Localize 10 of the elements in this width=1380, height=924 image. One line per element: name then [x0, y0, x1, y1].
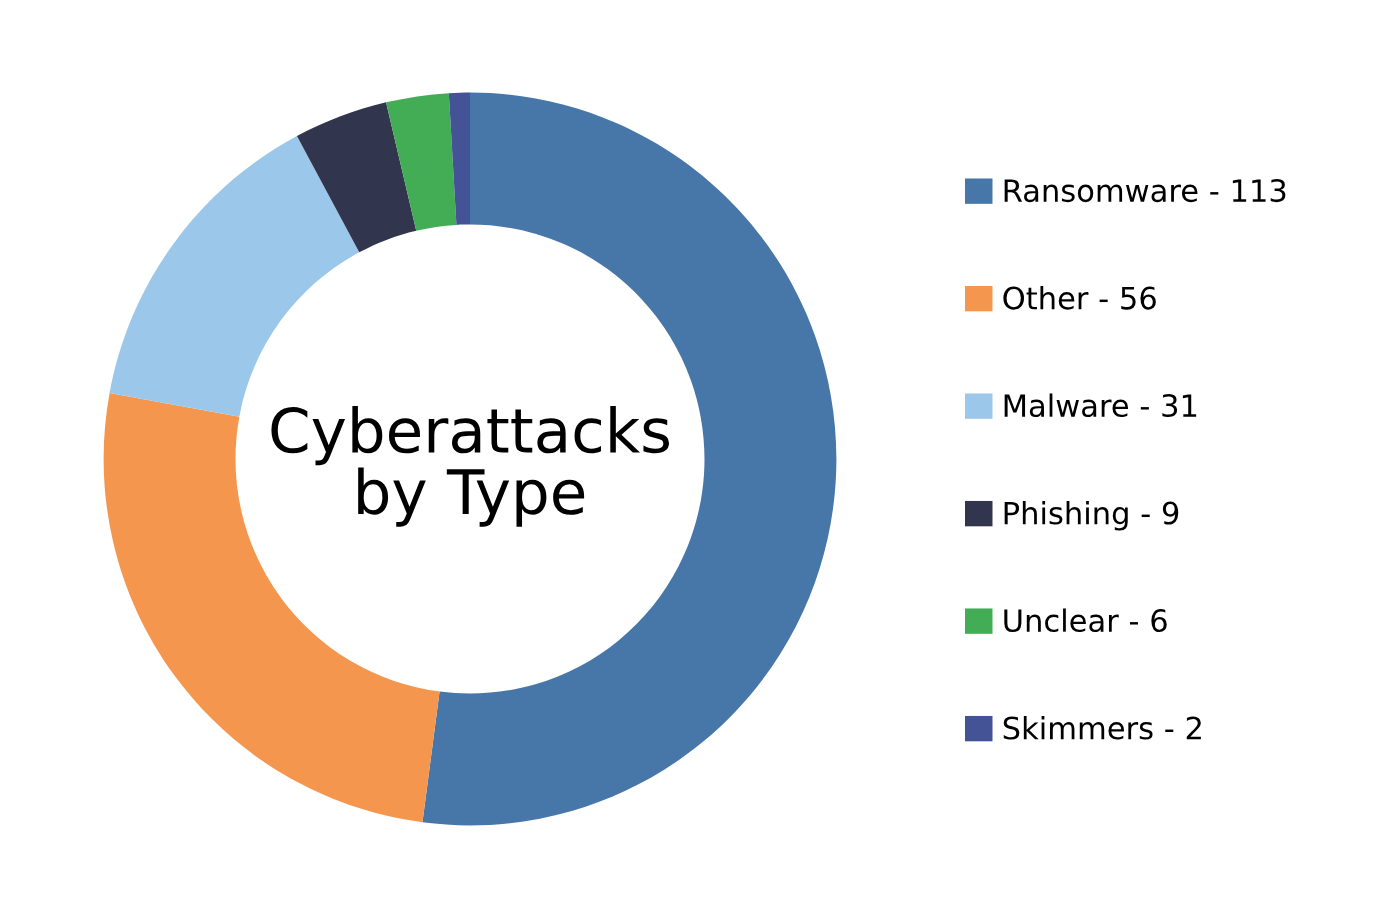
- legend-label: Skimmers - 2: [1003, 715, 1201, 740]
- legend-label: Unclear - 6: [1004, 608, 1167, 633]
- legend-label: Ransomware - 113: [1004, 179, 1286, 203]
- donut-slice: [448, 92, 470, 225]
- donut-slice: [296, 102, 417, 253]
- donut-slice: [386, 93, 457, 231]
- legend-label: Phishing - 9: [1004, 500, 1179, 531]
- legend-label: Other - 56: [1003, 285, 1156, 310]
- legend-label: Malware - 31: [1004, 393, 1197, 418]
- text: Cyberattacks by Type: [271, 406, 670, 527]
